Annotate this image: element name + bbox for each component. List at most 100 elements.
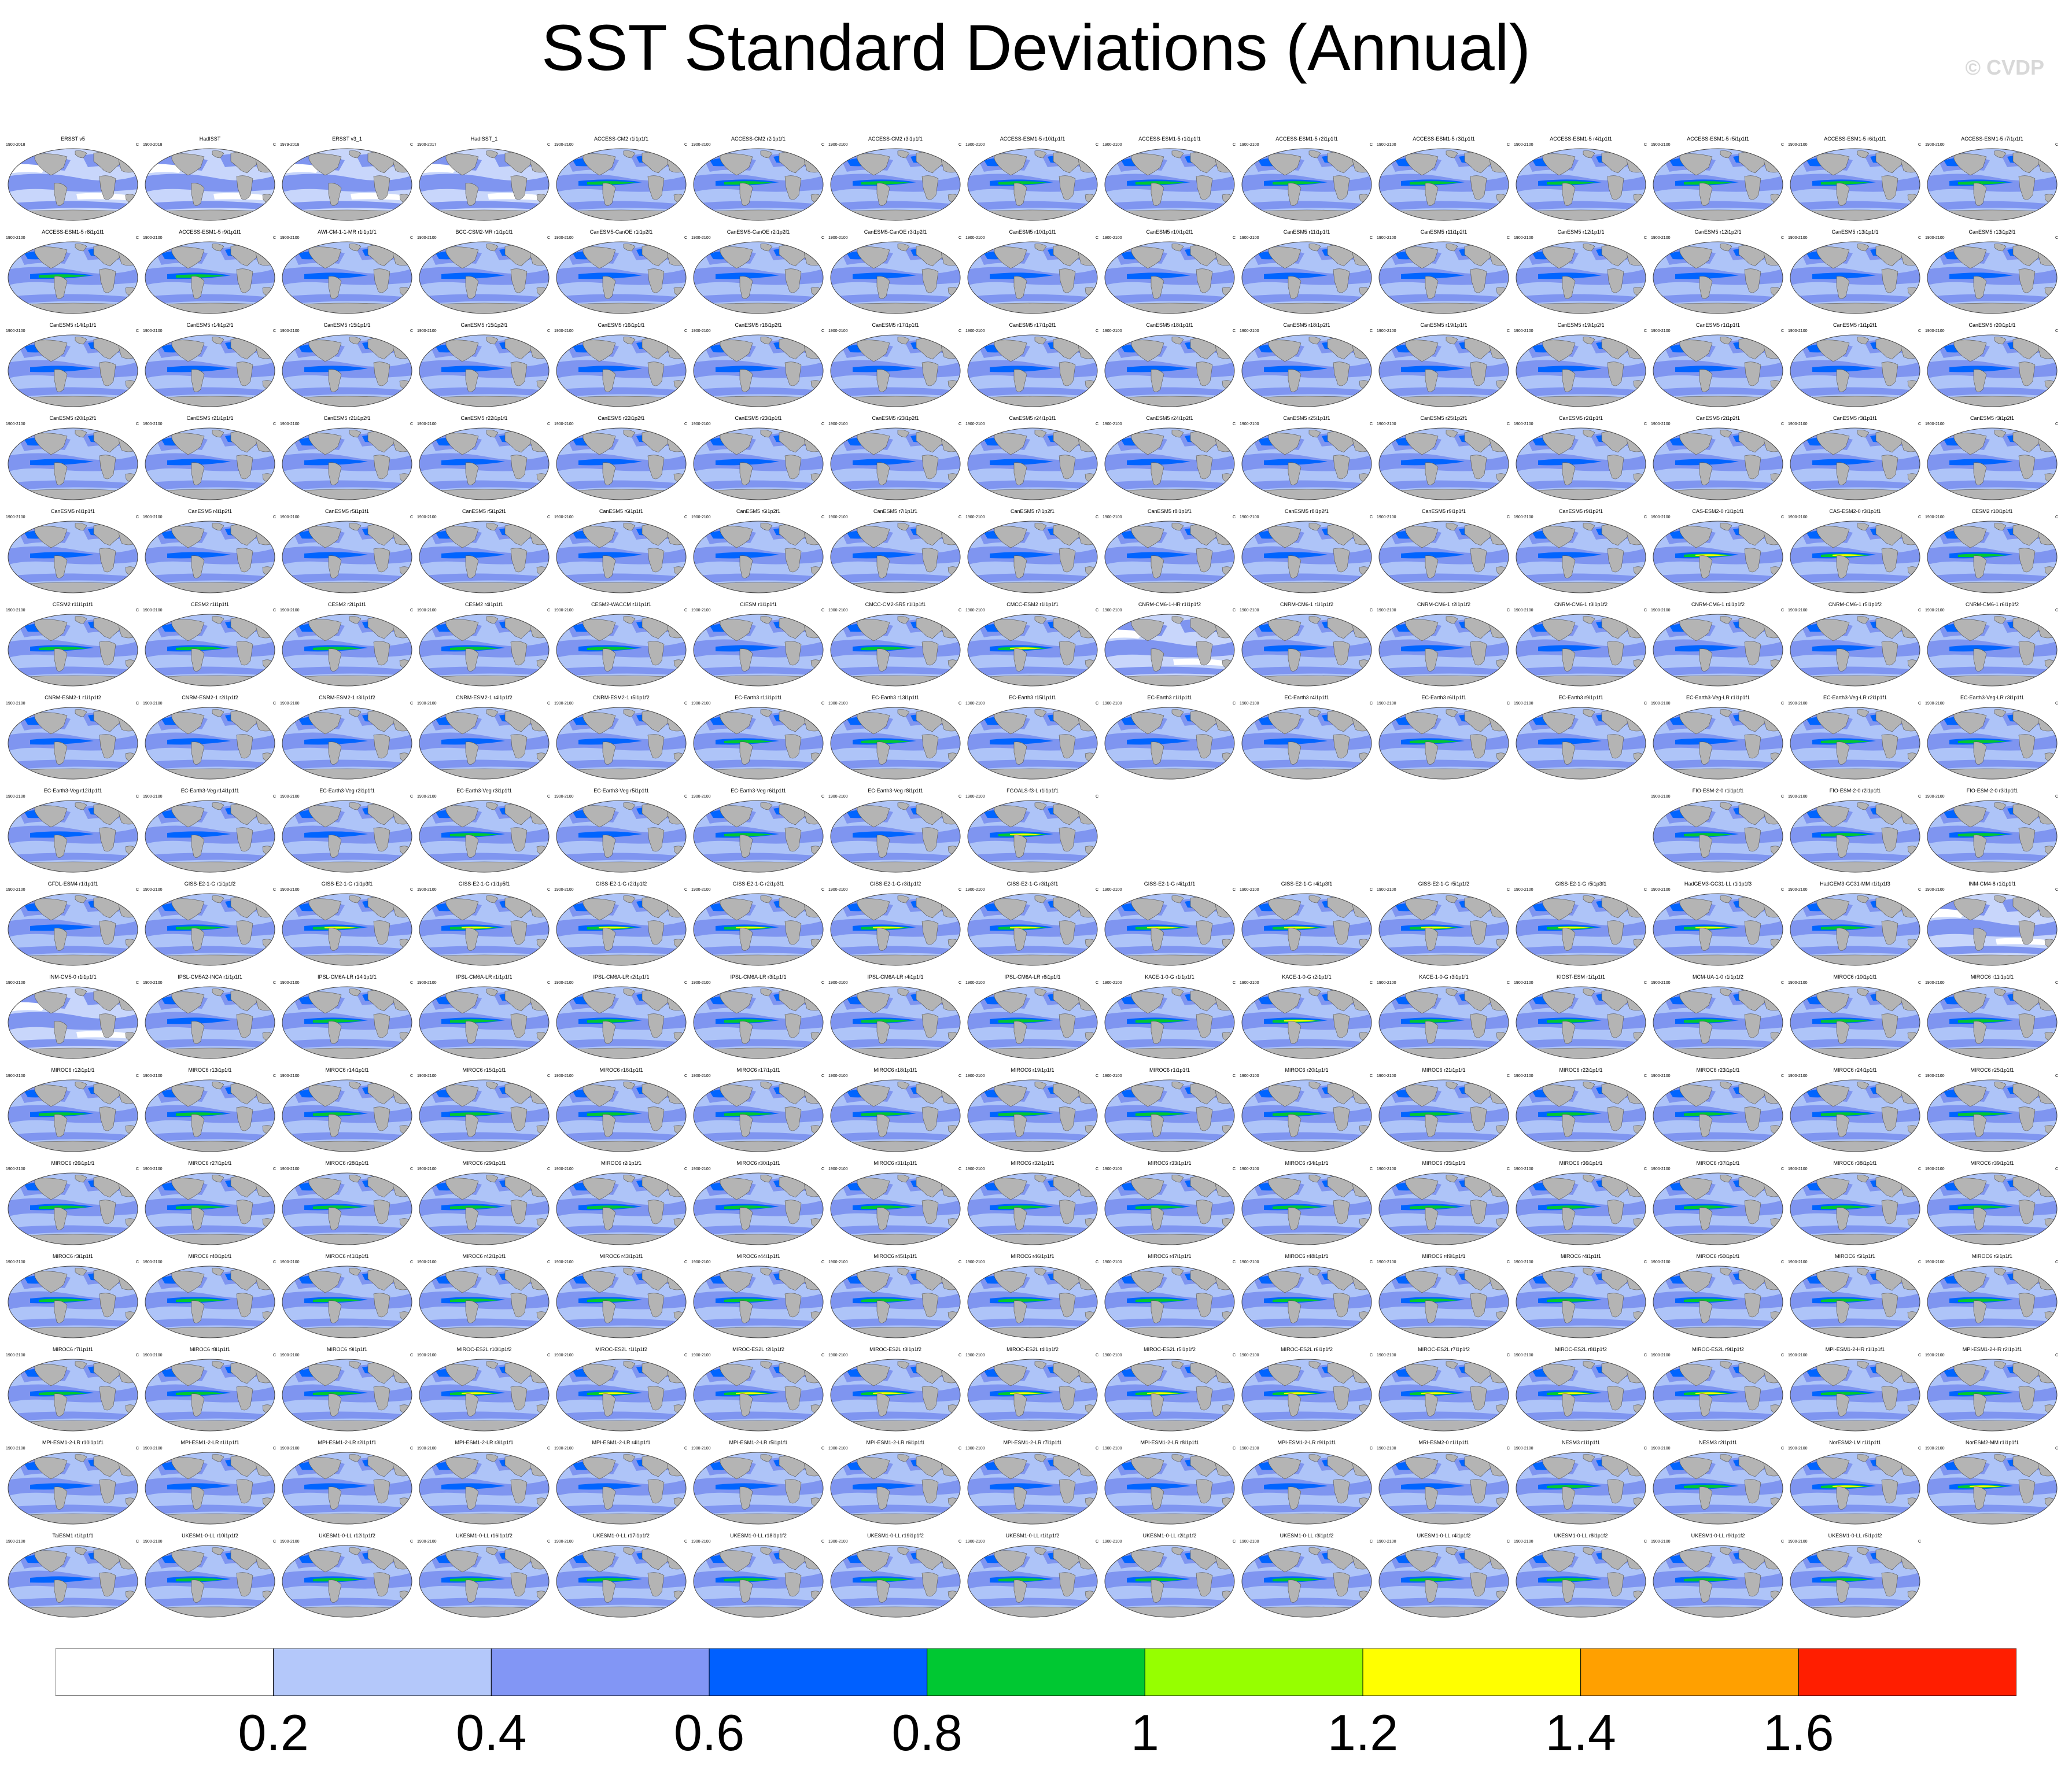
panel-unit: C <box>547 236 550 240</box>
panel-title: EC-Earth3 r15i1p1f1 <box>1008 695 1057 700</box>
map-plot <box>8 1172 138 1245</box>
panel-unit: C <box>410 329 413 333</box>
panel-years: 1900-2100 <box>554 795 574 799</box>
panel-unit: C <box>684 143 687 147</box>
map-panel: CanESM5 r2i1p1f1 1900-2100 C <box>1513 415 1649 503</box>
panel-title: CESM2 r10i1p1f1 <box>1971 508 2013 514</box>
map-plot <box>830 614 961 687</box>
map-panel: ACCESS-CM2 r2i1p1f1 1900-2100 C <box>690 136 827 224</box>
panel-title: MIROC6 r47i1p1f1 <box>1148 1253 1192 1259</box>
sst-field <box>419 1266 549 1338</box>
panel-years: 1900-2100 <box>417 1074 437 1078</box>
panel-unit: C <box>1095 1074 1098 1078</box>
map-plot <box>693 148 824 221</box>
panel-title: MRI-ESM2-0 r1i1p1f1 <box>1418 1440 1469 1445</box>
sst-field <box>831 1173 960 1245</box>
map-panel: CanESM5 r2i1p2f1 1900-2100 C <box>1650 415 1786 503</box>
panel-title: UKESM1-0-LL r10i1p1f2 <box>182 1533 238 1539</box>
map-plot <box>282 707 412 780</box>
panel-unit: C <box>1780 795 1784 799</box>
panel-years: 1900-2100 <box>1377 1167 1396 1171</box>
sst-field <box>1516 1452 1646 1524</box>
panel-unit: C <box>821 795 824 799</box>
map-plot <box>693 521 824 593</box>
panel-years: 1900-2100 <box>554 1540 574 1544</box>
map-plot <box>830 1079 961 1152</box>
panel-title: MIROC6 r17i1p1f1 <box>736 1067 780 1073</box>
sst-field <box>282 335 412 407</box>
panel-unit: C <box>1369 1540 1373 1544</box>
panel-unit: C <box>410 981 413 985</box>
panel-unit: C <box>684 1540 687 1544</box>
panel-title: MIROC6 r12i1p1f1 <box>51 1067 95 1073</box>
panel-unit: C <box>547 422 550 426</box>
map-panel: FIO-ESM-2-0 r2i1p1f1 1900-2100 C <box>1787 788 1923 876</box>
map-plot <box>1653 1172 1783 1245</box>
sst-field <box>831 1080 960 1152</box>
sst-field <box>556 801 686 872</box>
map-panel: GISS-E2-1-G r1i1p5f1 1900-2100 C <box>416 881 552 969</box>
panel-unit: C <box>2055 1074 2058 1078</box>
panel-title: MIROC6 r10i1p1f1 <box>1833 974 1877 980</box>
map-plot <box>1790 1452 1920 1525</box>
sst-field <box>282 987 412 1058</box>
map-panel: MIROC6 r44i1p1f1 1900-2100 C <box>690 1253 827 1341</box>
sst-field <box>968 801 1097 872</box>
map-plot <box>830 1172 961 1245</box>
map-panel: CanESM5 r10i1p2f1 1900-2100 C <box>1101 229 1238 317</box>
map-panel: NESM3 r2i1p1f1 1900-2100 C <box>1650 1440 1786 1528</box>
map-plot <box>693 427 824 500</box>
map-panel: ACCESS-ESM1-5 r2i1p1f1 1900-2100 C <box>1238 136 1375 224</box>
panel-years: 1900-2100 <box>1925 608 1945 613</box>
map-panel: MIROC6 r4i1p1f1 1900-2100 C <box>1513 1253 1649 1341</box>
panel-unit: C <box>1643 702 1647 706</box>
panel-unit: C <box>1643 329 1647 333</box>
map-panel: NorESM2-MM r1i1p1f1 1900-2100 C <box>1924 1440 2060 1528</box>
map-panel: CanESM5 r24i1p2f1 1900-2100 C <box>1101 415 1238 503</box>
panel-unit: C <box>1095 608 1098 613</box>
panel-unit: C <box>547 1074 550 1078</box>
map-plot <box>830 521 961 593</box>
map-panel: MIROC6 r42i1p1f1 1900-2100 C <box>416 1253 552 1341</box>
panel-unit: C <box>547 608 550 613</box>
panel-unit: C <box>135 1540 139 1544</box>
panel-unit: C <box>958 888 961 892</box>
sst-field <box>694 801 823 872</box>
map-panel: CESM2 r4i1p1f1 1900-2100 C <box>416 602 552 689</box>
panel-unit: C <box>1232 981 1236 985</box>
panel-years: 1900-2100 <box>1514 1540 1533 1544</box>
sst-field <box>831 428 960 500</box>
map-plot <box>1241 521 1372 593</box>
panel-years: 1900-2100 <box>6 1074 25 1078</box>
colorbar-tick-label: 0.6 <box>673 1704 745 1761</box>
panel-title: CanESM5 r18i1p2f1 <box>1283 322 1330 328</box>
map-plot <box>1241 707 1372 780</box>
panel-years: 1900-2100 <box>6 515 25 519</box>
map-plot <box>1653 800 1783 873</box>
map-plot <box>1516 521 1646 593</box>
panel-title: EC-Earth3-Veg-LR r2i1p1f1 <box>1823 695 1887 700</box>
panel-title: CanESM5 r21i1p1f1 <box>186 415 234 421</box>
panel-years: 1900-2100 <box>691 329 711 333</box>
map-panel: CanESM5 r17i1p1f1 1900-2100 C <box>827 322 964 410</box>
map-panel: UKESM1-0-LL r2i1p1f2 1900-2100 C <box>1101 1533 1238 1621</box>
map-panel: MIROC6 r41i1p1f1 1900-2100 C <box>279 1253 415 1341</box>
panel-title: MPI-ESM1-2-LR r10i1p1f1 <box>42 1440 104 1445</box>
sst-field <box>1242 1080 1371 1152</box>
map-plot <box>145 1359 275 1432</box>
sst-field <box>282 1266 412 1338</box>
map-plot <box>282 521 412 593</box>
panel-years: 1900-2100 <box>143 515 163 519</box>
map-panel: CanESM5 r23i1p2f1 1900-2100 C <box>827 415 964 503</box>
sst-field <box>282 1080 412 1152</box>
map-panel: MIROC6 r47i1p1f1 1900-2100 C <box>1101 1253 1238 1341</box>
panel-years: 1900-2100 <box>1377 143 1396 147</box>
panel-title: CanESM5 r7i1p1f1 <box>873 508 918 514</box>
sst-field <box>8 521 138 593</box>
map-panel: CanESM5 r20i1p2f1 1900-2100 C <box>5 415 141 503</box>
colorbar-tick-label: 0.2 <box>238 1704 309 1761</box>
map-plot <box>693 1266 824 1338</box>
map-plot <box>419 241 550 314</box>
map-plot <box>1378 614 1509 687</box>
panel-years: 1900-2100 <box>1651 236 1671 240</box>
